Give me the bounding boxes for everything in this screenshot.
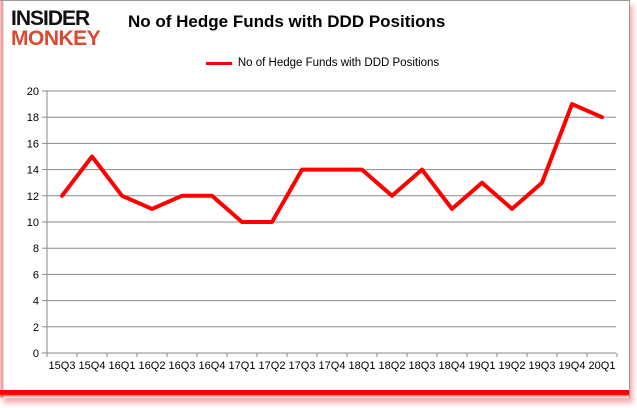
- x-tick-label: 18Q2: [379, 360, 406, 372]
- y-tick-label: 8: [33, 243, 39, 255]
- x-tick-label: 15Q4: [79, 360, 106, 372]
- data-series-line: [60, 102, 604, 224]
- y-tick-label: 6: [33, 269, 39, 281]
- x-tick-label: 19Q3: [529, 360, 556, 372]
- insider-monkey-logo: INSIDER MONKEY: [11, 7, 101, 50]
- x-tick-label: 17Q3: [289, 360, 316, 372]
- x-tick-label: 17Q1: [229, 360, 256, 372]
- x-tick-label: 16Q4: [199, 360, 226, 372]
- logo-text-monkey: MONKEY: [11, 27, 101, 50]
- y-tick-label: 20: [27, 86, 39, 98]
- x-tick-label: 19Q4: [559, 360, 586, 372]
- legend-line-swatch: [205, 61, 232, 65]
- y-tick-label: 12: [27, 191, 39, 203]
- x-tick-label: 18Q4: [439, 360, 466, 372]
- chart-frame: INSIDER MONKEY No of Hedge Funds with DD…: [0, 0, 630, 398]
- frame-left-band: [0, 1, 4, 398]
- y-tick-label: 16: [27, 138, 39, 150]
- y-tick-label: 4: [33, 296, 39, 308]
- x-tick-label: 17Q2: [259, 360, 286, 372]
- logo-text-insider: INSIDER: [11, 7, 90, 30]
- y-tick-label: 2: [33, 322, 39, 334]
- y-tick-label: 14: [27, 165, 39, 177]
- chart-legend: No of Hedge Funds with DDD Positions: [0, 57, 629, 69]
- x-tick-label: 20Q1: [589, 360, 616, 372]
- y-tick-label: 18: [27, 112, 39, 124]
- frame-bottom-band: [0, 390, 629, 398]
- x-tick-label: 16Q2: [139, 360, 166, 372]
- y-tick-label: 0: [33, 348, 39, 360]
- page-title: No of Hedge Funds with DDD Positions: [128, 12, 446, 31]
- x-tick-label: 15Q3: [49, 360, 76, 372]
- y-tick-label: 10: [27, 217, 39, 229]
- plot-area: 0 2 4 6 8 10 12 14 16 18 20 15Q3 15Q4 16Q1 16Q2 16Q3 16Q…: [0, 81, 630, 386]
- legend-series-label: No of Hedge Funds with DDD Positions: [237, 57, 440, 69]
- x-tick-label: 19Q1: [469, 360, 496, 372]
- x-tick-label: 19Q2: [499, 360, 526, 372]
- x-tick-label: 17Q4: [319, 360, 346, 372]
- x-tick-label: 16Q3: [169, 360, 196, 372]
- x-tick-label: 18Q1: [349, 360, 376, 372]
- x-tick-label: 16Q1: [109, 360, 136, 372]
- x-tick-label: 18Q3: [409, 360, 436, 372]
- line-chart: 0 2 4 6 8 10 12 14 16 18 20 15Q3 15Q4 16Q1 16Q2 16Q3 16Q…: [27, 86, 618, 372]
